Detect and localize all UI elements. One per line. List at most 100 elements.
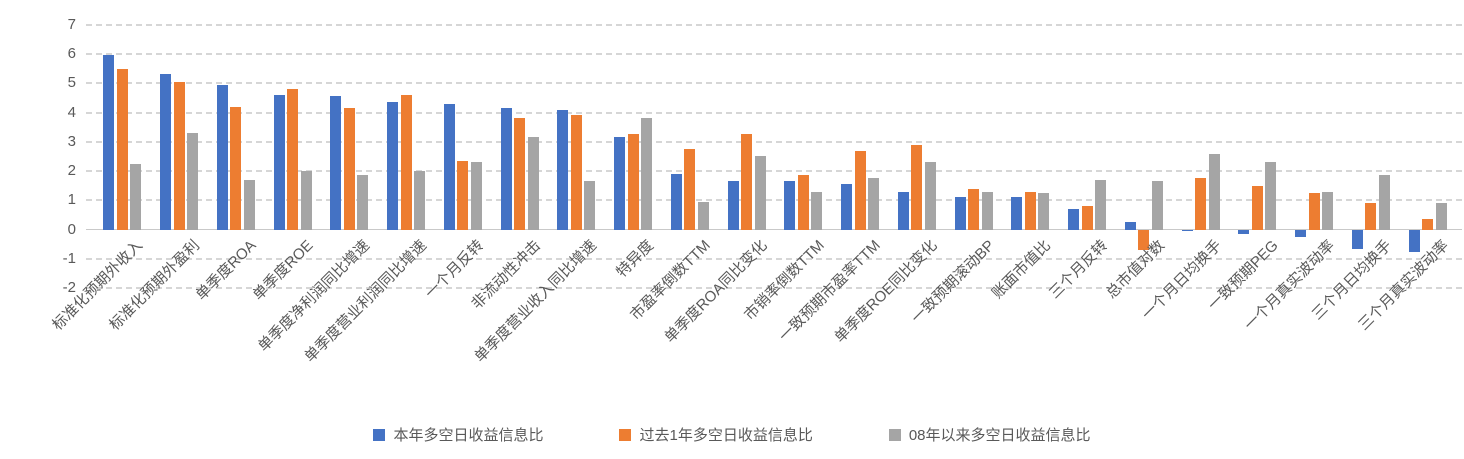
- bar-series1-一致预期PEG: [1238, 229, 1250, 235]
- chart-legend: 本年多空日收益信息比 过去1年多空日收益信息比 08年以来多空日收益信息比: [0, 424, 1464, 445]
- gridline-6: [86, 52, 1462, 55]
- bar-series3-一个月日均换手: [1208, 153, 1220, 230]
- bar-series2-非流动性冲击: [514, 118, 526, 230]
- legend-item-1: 本年多空日收益信息比: [373, 424, 543, 445]
- bar-series3-单季度营业利润同比增速: [414, 171, 426, 230]
- bar-series1-三个月真实波动率: [1408, 229, 1420, 252]
- y-tick-label--1: -1: [62, 250, 76, 267]
- gridline-2: [86, 170, 1462, 173]
- bar-series1-三个月反转: [1068, 209, 1080, 230]
- bar-series1-单季度ROE: [273, 94, 285, 230]
- bar-series1-标准化预期外收入: [103, 55, 115, 230]
- bar-series1-一个月真实波动率: [1295, 229, 1307, 237]
- bar-series2-标准化预期外收入: [116, 68, 128, 230]
- bar-series1-一个月日均换手: [1181, 229, 1193, 232]
- bar-series2-单季度ROA同比变化: [741, 134, 753, 230]
- bar-series3-非流动性冲击: [527, 137, 539, 230]
- x-category-label-一致预期市盈率TTM: 一致预期市盈率TTM: [776, 237, 885, 346]
- legend-swatch-icon: [619, 428, 632, 441]
- bar-series1-特异度: [614, 137, 626, 230]
- bar-series3-单季度ROE: [300, 171, 312, 230]
- bar-series3-特异度: [641, 118, 653, 230]
- y-tick-label-7: 7: [67, 15, 76, 33]
- bar-series3-标准化预期外盈利: [187, 133, 199, 230]
- x-category-label-单季度ROA: 单季度ROA: [193, 237, 260, 304]
- bar-series2-市盈率倒数TTM: [684, 149, 696, 230]
- x-category-label-三个月反转: 三个月反转: [1046, 237, 1112, 303]
- bar-series3-三个月日均换手: [1378, 175, 1390, 230]
- bar-series2-三个月日均换手: [1365, 203, 1377, 230]
- bar-series3-单季度ROE同比变化: [924, 162, 936, 230]
- y-tick-label--2: -2: [62, 279, 76, 297]
- bar-series1-单季度ROA同比变化: [727, 181, 739, 230]
- legend-label: 08年以来多空日收益信息比: [908, 427, 1091, 444]
- bar-series2-一个月日均换手: [1195, 178, 1207, 230]
- bar-series2-总市值对数: [1138, 229, 1150, 251]
- y-tick-label-6: 6: [67, 44, 76, 62]
- gridline-3: [86, 140, 1462, 143]
- y-tick-label-0: 0: [67, 220, 76, 238]
- legend-item-3: 08年以来多空日收益信息比: [888, 424, 1091, 445]
- bar-series1-总市值对数: [1124, 222, 1136, 230]
- bar-series2-单季度营业利润同比增速: [400, 94, 412, 230]
- bar-series1-单季度营业收入同比增速: [557, 109, 569, 230]
- bar-series2-标准化预期外盈利: [173, 81, 185, 230]
- bar-series2-单季度ROE: [287, 89, 299, 230]
- bar-series2-一个月真实波动率: [1308, 193, 1320, 230]
- bar-series1-市销率倒数TTM: [784, 181, 796, 230]
- bar-series3-一个月反转: [470, 162, 482, 230]
- bar-series3-三个月反转: [1095, 179, 1107, 230]
- bar-series3-市销率倒数TTM: [811, 191, 823, 230]
- x-axis-line: [86, 228, 1462, 231]
- y-tick-label-1: 1: [67, 191, 76, 209]
- bar-series2-市销率倒数TTM: [797, 175, 809, 230]
- gridline--2: [86, 287, 1462, 290]
- bar-series1-非流动性冲击: [500, 108, 512, 230]
- bar-series1-一致预期滚动BP: [954, 197, 966, 230]
- bar-series3-总市值对数: [1151, 181, 1163, 230]
- bar-series3-单季度净利润同比增速: [357, 175, 369, 230]
- bar-series1-一个月反转: [443, 103, 455, 230]
- bar-series1-标准化预期外盈利: [160, 74, 172, 230]
- x-category-label-单季度营业利润同比增速: 单季度营业利润同比增速: [301, 237, 431, 366]
- bar-series3-单季度营业收入同比增速: [584, 181, 596, 230]
- y-tick-label-5: 5: [67, 74, 76, 92]
- bar-series3-单季度ROA: [243, 179, 255, 230]
- bar-series2-账面市值比: [1024, 191, 1036, 230]
- x-category-label-账面市值比: 账面市值比: [989, 237, 1055, 303]
- legend-item-2: 过去1年多空日收益信息比: [619, 424, 813, 445]
- bar-series2-三个月真实波动率: [1422, 219, 1434, 230]
- bar-series2-单季度净利润同比增速: [343, 108, 355, 230]
- bar-series2-单季度ROA: [230, 106, 242, 230]
- bar-series1-一致预期市盈率TTM: [841, 184, 853, 230]
- bar-series2-特异度: [627, 134, 639, 230]
- legend-swatch-icon: [373, 428, 386, 441]
- bar-series3-单季度ROA同比变化: [754, 156, 766, 230]
- bar-series3-一致预期PEG: [1265, 162, 1277, 230]
- bar-series1-单季度净利润同比增速: [330, 96, 342, 230]
- bar-series1-单季度营业利润同比增速: [387, 102, 399, 230]
- y-tick-label-3: 3: [67, 132, 76, 150]
- gridline-7: [86, 23, 1462, 26]
- bar-series3-三个月真实波动率: [1435, 203, 1447, 230]
- legend-label: 过去1年多空日收益信息比: [639, 427, 813, 444]
- bar-series3-一致预期市盈率TTM: [868, 178, 880, 230]
- bar-series2-三个月反转: [1081, 206, 1093, 230]
- bar-series3-一个月真实波动率: [1322, 191, 1334, 230]
- bar-series3-账面市值比: [1038, 193, 1050, 230]
- bar-series3-标准化预期外收入: [130, 163, 142, 230]
- bar-series2-一致预期PEG: [1251, 185, 1263, 230]
- bar-series1-单季度ROA: [216, 84, 228, 230]
- bar-series2-单季度ROE同比变化: [911, 144, 923, 230]
- bar-series1-账面市值比: [1011, 197, 1023, 230]
- legend-swatch-icon: [888, 428, 901, 441]
- bar-series2-一致预期滚动BP: [968, 188, 980, 230]
- gridline-4: [86, 111, 1462, 114]
- legend-label: 本年多空日收益信息比: [393, 427, 544, 444]
- bar-series1-三个月日均换手: [1351, 229, 1363, 249]
- bar-series1-单季度ROE同比变化: [897, 191, 909, 230]
- bar-series3-市盈率倒数TTM: [697, 201, 709, 230]
- y-tick-label-2: 2: [67, 162, 76, 180]
- gridline--1: [86, 258, 1462, 260]
